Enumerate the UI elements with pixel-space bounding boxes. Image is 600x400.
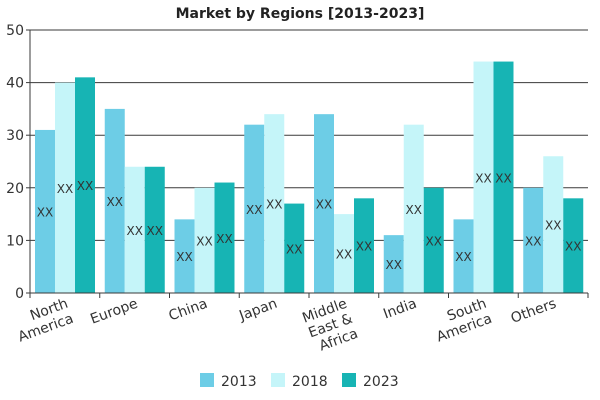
bar-2023	[493, 61, 514, 294]
data-label: XX	[196, 234, 212, 248]
bar-2023	[423, 187, 444, 293]
bar-2018	[124, 166, 145, 293]
legend-label: 2018	[292, 374, 328, 390]
y-tick-label: 0	[15, 286, 24, 302]
bar-2023	[144, 166, 165, 293]
bar-2023	[354, 198, 374, 293]
data-label: XX	[386, 258, 402, 272]
bar-2013	[174, 219, 195, 293]
x-category-label: Others	[509, 296, 559, 327]
data-label: XX	[475, 171, 491, 185]
y-tick-label: 10	[6, 233, 24, 249]
data-label: XX	[316, 198, 332, 212]
data-label: XX	[147, 224, 163, 238]
y-axis: 0 10 20 30 40 50	[6, 23, 31, 302]
legend-swatch-2018	[271, 373, 285, 387]
bar-2018	[403, 124, 424, 294]
bar-2013	[104, 108, 125, 294]
x-category-label: China	[167, 296, 210, 325]
x-category-label: Japan	[236, 296, 279, 325]
bar-2018	[194, 187, 215, 293]
data-label: XX	[565, 240, 581, 254]
x-category-label-line: China	[167, 296, 210, 325]
y-tick-label: 40	[6, 76, 24, 92]
data-label: XX	[57, 182, 73, 196]
chart-title: Market by Regions [2013-2023]	[176, 6, 425, 22]
data-label: XX	[127, 224, 143, 238]
bar-2013	[35, 129, 55, 293]
data-label: XX	[495, 171, 511, 185]
bar-2023	[563, 198, 584, 293]
bar-2018	[264, 114, 285, 293]
bar-2018	[55, 82, 75, 293]
data-label: XX	[356, 240, 372, 254]
bar-2023	[284, 203, 305, 293]
data-label: XX	[107, 195, 123, 209]
data-label: XX	[426, 234, 442, 248]
bar-2018	[334, 214, 354, 293]
x-category-label-line: Others	[509, 296, 559, 327]
data-label: XX	[176, 250, 192, 264]
legend-label: 2023	[363, 374, 399, 390]
x-category-label: Europe	[88, 296, 140, 328]
legend-swatch-2013	[200, 373, 214, 387]
bar-2013	[453, 219, 474, 293]
data-label: XX	[336, 248, 352, 262]
bars	[35, 61, 584, 294]
bar-2018	[473, 61, 494, 294]
data-label: XX	[216, 232, 232, 246]
data-labels: XX XX XX XX XX XX XX XX XX XX XX XX XX XX XX XX XX XX XX XX…	[37, 171, 582, 272]
data-label: XX	[37, 205, 53, 219]
y-tick-label: 50	[6, 23, 24, 39]
data-label: XX	[266, 198, 282, 212]
x-category-label-line: India	[381, 296, 419, 323]
x-category-label-line: Europe	[88, 296, 140, 328]
y-tick-label: 30	[6, 128, 24, 144]
x-category-label-line: Japan	[236, 296, 279, 325]
legend-label: 2013	[221, 374, 257, 390]
data-label: XX	[545, 219, 561, 233]
x-category-label: India	[381, 296, 419, 323]
bar-2013	[383, 235, 404, 293]
data-label: XX	[525, 234, 541, 248]
bar-2018	[543, 156, 564, 293]
legend: 2013 2018 2023	[200, 373, 399, 390]
bar-2023	[214, 182, 235, 293]
bar-2013	[314, 114, 334, 293]
data-label: XX	[246, 203, 262, 217]
legend-swatch-2023	[342, 373, 356, 387]
bar-2013	[523, 187, 544, 293]
y-tick-label: 20	[6, 181, 24, 197]
bar-2023	[75, 77, 95, 293]
bar-2013	[244, 124, 265, 294]
data-label: XX	[406, 203, 422, 217]
data-label: XX	[77, 179, 93, 193]
data-label: XX	[455, 250, 471, 264]
data-label: XX	[286, 242, 302, 256]
